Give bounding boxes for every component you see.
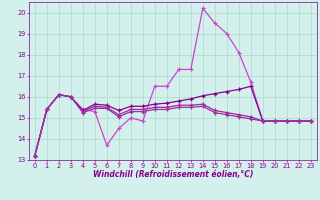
X-axis label: Windchill (Refroidissement éolien,°C): Windchill (Refroidissement éolien,°C) (92, 170, 253, 179)
